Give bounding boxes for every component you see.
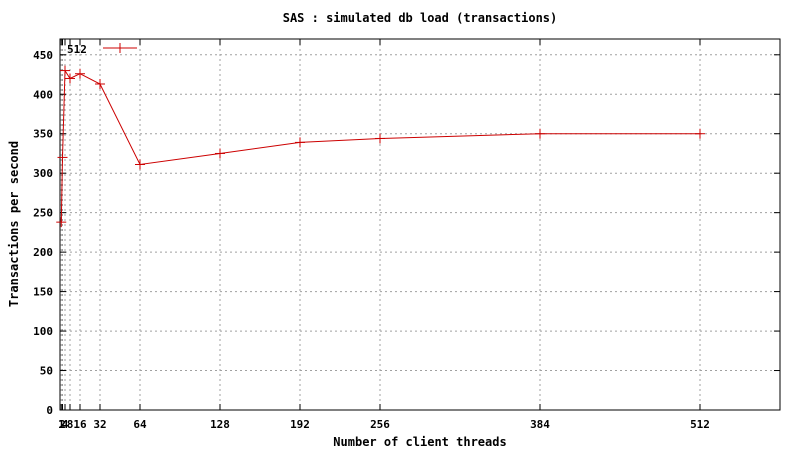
data-point (75, 68, 85, 79)
data-point (375, 133, 385, 144)
y-tick-label: 150 (33, 286, 53, 299)
y-tick-label: 250 (33, 207, 53, 220)
x-axis-label: Number of client threads (333, 435, 506, 449)
data-point (65, 73, 75, 84)
x-tick-label: 384 (530, 418, 550, 431)
y-tick-label: 50 (40, 365, 53, 378)
x-tick-label: 64 (133, 418, 147, 431)
x-tick-label: 4 (62, 418, 69, 431)
y-tick-label: 0 (46, 404, 53, 417)
axis-ticks (60, 39, 780, 411)
x-tick-label: 192 (290, 418, 310, 431)
data-point (60, 65, 70, 76)
x-tick-label: 1 (58, 418, 65, 431)
y-tick-label: 200 (33, 246, 53, 259)
data-point (695, 128, 705, 139)
x-tick-label: 32 (93, 418, 106, 431)
y-tick-label: 300 (33, 167, 53, 180)
data-point (535, 128, 545, 139)
x-tick-label: 16 (73, 418, 87, 431)
data-point (95, 78, 105, 89)
x-tick-label: 8 (67, 418, 74, 431)
y-tick-label: 400 (33, 88, 53, 101)
data-point (215, 148, 225, 159)
legend: 512 (67, 43, 137, 56)
y-tick-label: 450 (33, 49, 53, 62)
series-line (60, 68, 700, 223)
data-point (56, 217, 67, 228)
plot-frame (59, 38, 781, 411)
x-tick-label: 2 (59, 418, 66, 431)
x-tick-label: 128 (210, 418, 230, 431)
chart-title: SAS : simulated db load (transactions) (283, 11, 558, 25)
legend-marker (115, 43, 125, 53)
y-tick-label: 350 (33, 128, 53, 141)
data-point (135, 159, 145, 170)
data-point (295, 137, 305, 148)
x-tick-label: 256 (370, 418, 390, 431)
x-tick-label: 512 (690, 418, 710, 431)
data-point (57, 152, 68, 163)
series-group (56, 65, 705, 228)
y-tick-label: 100 (33, 325, 53, 338)
legend-label: 512 (67, 43, 87, 56)
y-axis-label: Transactions per second (7, 141, 21, 307)
grid (60, 39, 780, 410)
